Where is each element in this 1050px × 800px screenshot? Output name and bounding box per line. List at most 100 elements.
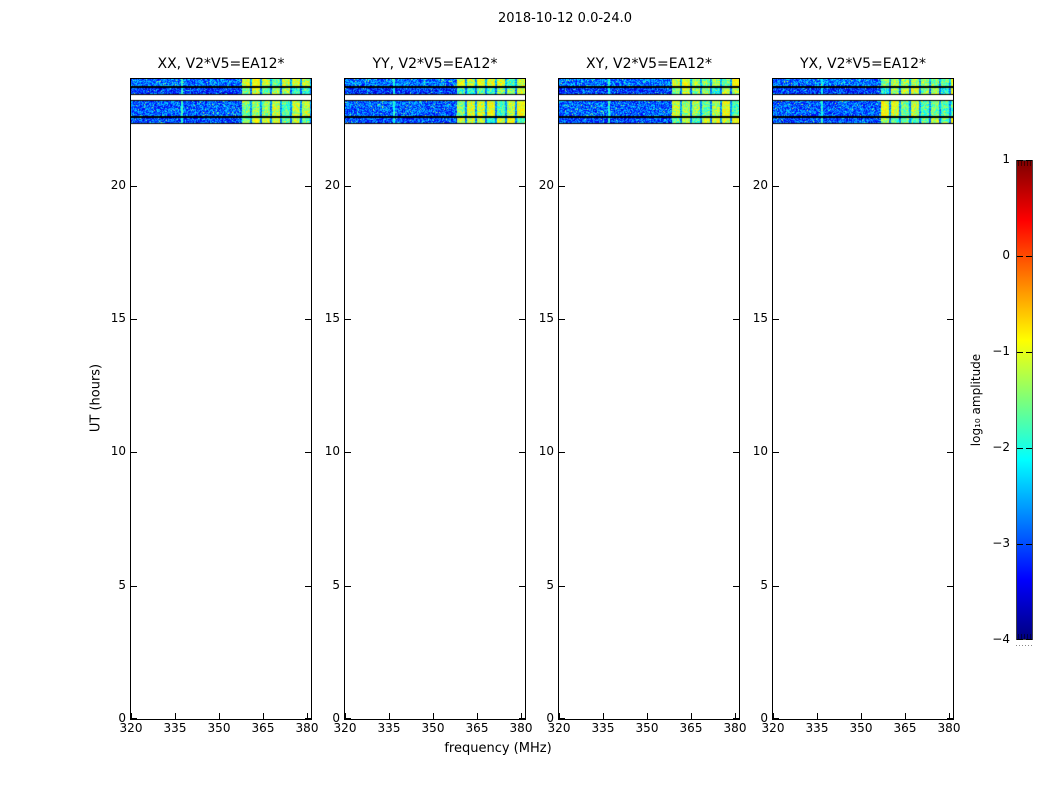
y-tick-label: 10 xyxy=(324,444,340,458)
y-tick xyxy=(559,186,565,187)
y-tick-label: 10 xyxy=(538,444,554,458)
y-tick xyxy=(131,718,137,719)
x-tick xyxy=(817,713,818,719)
heatmap-panel-yy: YY, V2*V5=EA12* 320 335 350 365 380 0 5 10 15 20 xyxy=(325,56,533,735)
x-tick xyxy=(603,713,604,719)
x-tick-label: 335 xyxy=(163,721,187,735)
x-tick xyxy=(389,713,390,719)
x-tick xyxy=(219,713,220,719)
colorbar-top-hatch-ticks xyxy=(1018,161,1031,166)
heatmap-panel-xx: XX, V2*V5=EA12* 320 335 350 365 380 0 5 10 15 20 xyxy=(111,56,319,735)
colorbar-tick xyxy=(1026,544,1032,545)
heatmap-panel-yx: YX, V2*V5=EA12* 320 335 350 365 380 0 5 10 15 20 xyxy=(753,56,961,735)
y-tick-label: 0 xyxy=(118,711,126,725)
x-tick xyxy=(949,713,950,719)
panel-title-yx: YX, V2*V5=EA12* xyxy=(800,56,926,72)
y-tick xyxy=(519,452,525,453)
y-tick xyxy=(305,586,311,587)
y-tick-label: 5 xyxy=(546,578,554,592)
colorbar-tick xyxy=(1017,256,1023,257)
y-tick xyxy=(947,718,953,719)
y-tick xyxy=(773,718,779,719)
x-tick xyxy=(905,713,906,719)
colorbar-tick xyxy=(1026,448,1032,449)
x-tick xyxy=(131,713,132,719)
colorbar-bottom-dots xyxy=(1016,645,1033,646)
colorbar-bottom-hatch-ticks xyxy=(1018,634,1031,639)
y-tick-label: 20 xyxy=(538,178,554,192)
x-tick xyxy=(433,713,434,719)
y-tick xyxy=(947,319,953,320)
colorbar-tick-label: 1 xyxy=(1002,152,1010,166)
y-tick xyxy=(345,319,351,320)
y-tick-label: 0 xyxy=(760,711,768,725)
x-tick-label: 350 xyxy=(849,721,873,735)
colorbar: 1 0 −1 −2 −3 −4 xyxy=(992,152,1033,646)
colorbar-tick xyxy=(1017,544,1023,545)
y-tick xyxy=(559,586,565,587)
colorbar-tick-label: −4 xyxy=(992,632,1010,646)
y-tick xyxy=(947,452,953,453)
y-tick xyxy=(559,319,565,320)
y-tick xyxy=(773,319,779,320)
spectrogram-canvas-yx xyxy=(773,79,953,127)
x-tick-label: 380 xyxy=(295,721,319,735)
y-tick xyxy=(131,586,137,587)
x-tick-label: 365 xyxy=(465,721,489,735)
y-tick xyxy=(131,186,137,187)
spectrogram-canvas-xy xyxy=(559,79,739,127)
y-tick xyxy=(305,718,311,719)
figure-title: 2018-10-12 0.0-24.0 xyxy=(498,11,632,26)
colorbar-tick xyxy=(1026,256,1032,257)
y-tick xyxy=(773,452,779,453)
x-tick-label: 335 xyxy=(377,721,401,735)
x-tick-label: 380 xyxy=(723,721,747,735)
x-tick-label: 365 xyxy=(679,721,703,735)
y-axis-label: UT (hours) xyxy=(88,363,104,433)
x-tick xyxy=(559,713,560,719)
x-tick-label: 320 xyxy=(119,721,143,735)
y-tick xyxy=(773,186,779,187)
x-tick-label: 320 xyxy=(761,721,785,735)
x-tick xyxy=(647,713,648,719)
y-tick xyxy=(733,186,739,187)
y-tick xyxy=(345,186,351,187)
y-tick xyxy=(519,319,525,320)
x-tick xyxy=(477,713,478,719)
y-tick xyxy=(559,718,565,719)
x-tick-label: 320 xyxy=(547,721,571,735)
x-tick-label: 380 xyxy=(509,721,533,735)
colorbar-tick xyxy=(1026,352,1032,353)
panel-title-xy: XY, V2*V5=EA12* xyxy=(586,56,712,72)
y-tick-label: 5 xyxy=(118,578,126,592)
y-tick xyxy=(733,319,739,320)
y-tick-label: 15 xyxy=(538,311,554,325)
x-tick-label: 365 xyxy=(251,721,275,735)
x-tick-label: 365 xyxy=(893,721,917,735)
x-tick xyxy=(345,713,346,719)
x-tick xyxy=(691,713,692,719)
colorbar-tick xyxy=(1017,160,1023,161)
y-tick xyxy=(305,186,311,187)
y-tick-label: 15 xyxy=(324,311,340,325)
y-tick xyxy=(733,586,739,587)
y-tick-label: 20 xyxy=(752,178,768,192)
y-tick xyxy=(519,718,525,719)
x-tick xyxy=(773,713,774,719)
y-tick xyxy=(733,452,739,453)
y-tick xyxy=(947,586,953,587)
y-tick xyxy=(345,718,351,719)
heatmap-panel-xy: XY, V2*V5=EA12* 320 335 350 365 380 0 5 10 15 20 xyxy=(539,56,747,735)
y-tick-label: 5 xyxy=(760,578,768,592)
y-tick-label: 0 xyxy=(546,711,554,725)
colorbar-tick xyxy=(1017,352,1023,353)
y-tick-label: 15 xyxy=(752,311,768,325)
x-tick xyxy=(175,713,176,719)
y-tick xyxy=(733,718,739,719)
y-tick-label: 20 xyxy=(110,178,126,192)
y-tick xyxy=(519,586,525,587)
spectrogram-canvas-xx xyxy=(131,79,311,127)
y-tick xyxy=(345,452,351,453)
y-tick-label: 15 xyxy=(110,311,126,325)
